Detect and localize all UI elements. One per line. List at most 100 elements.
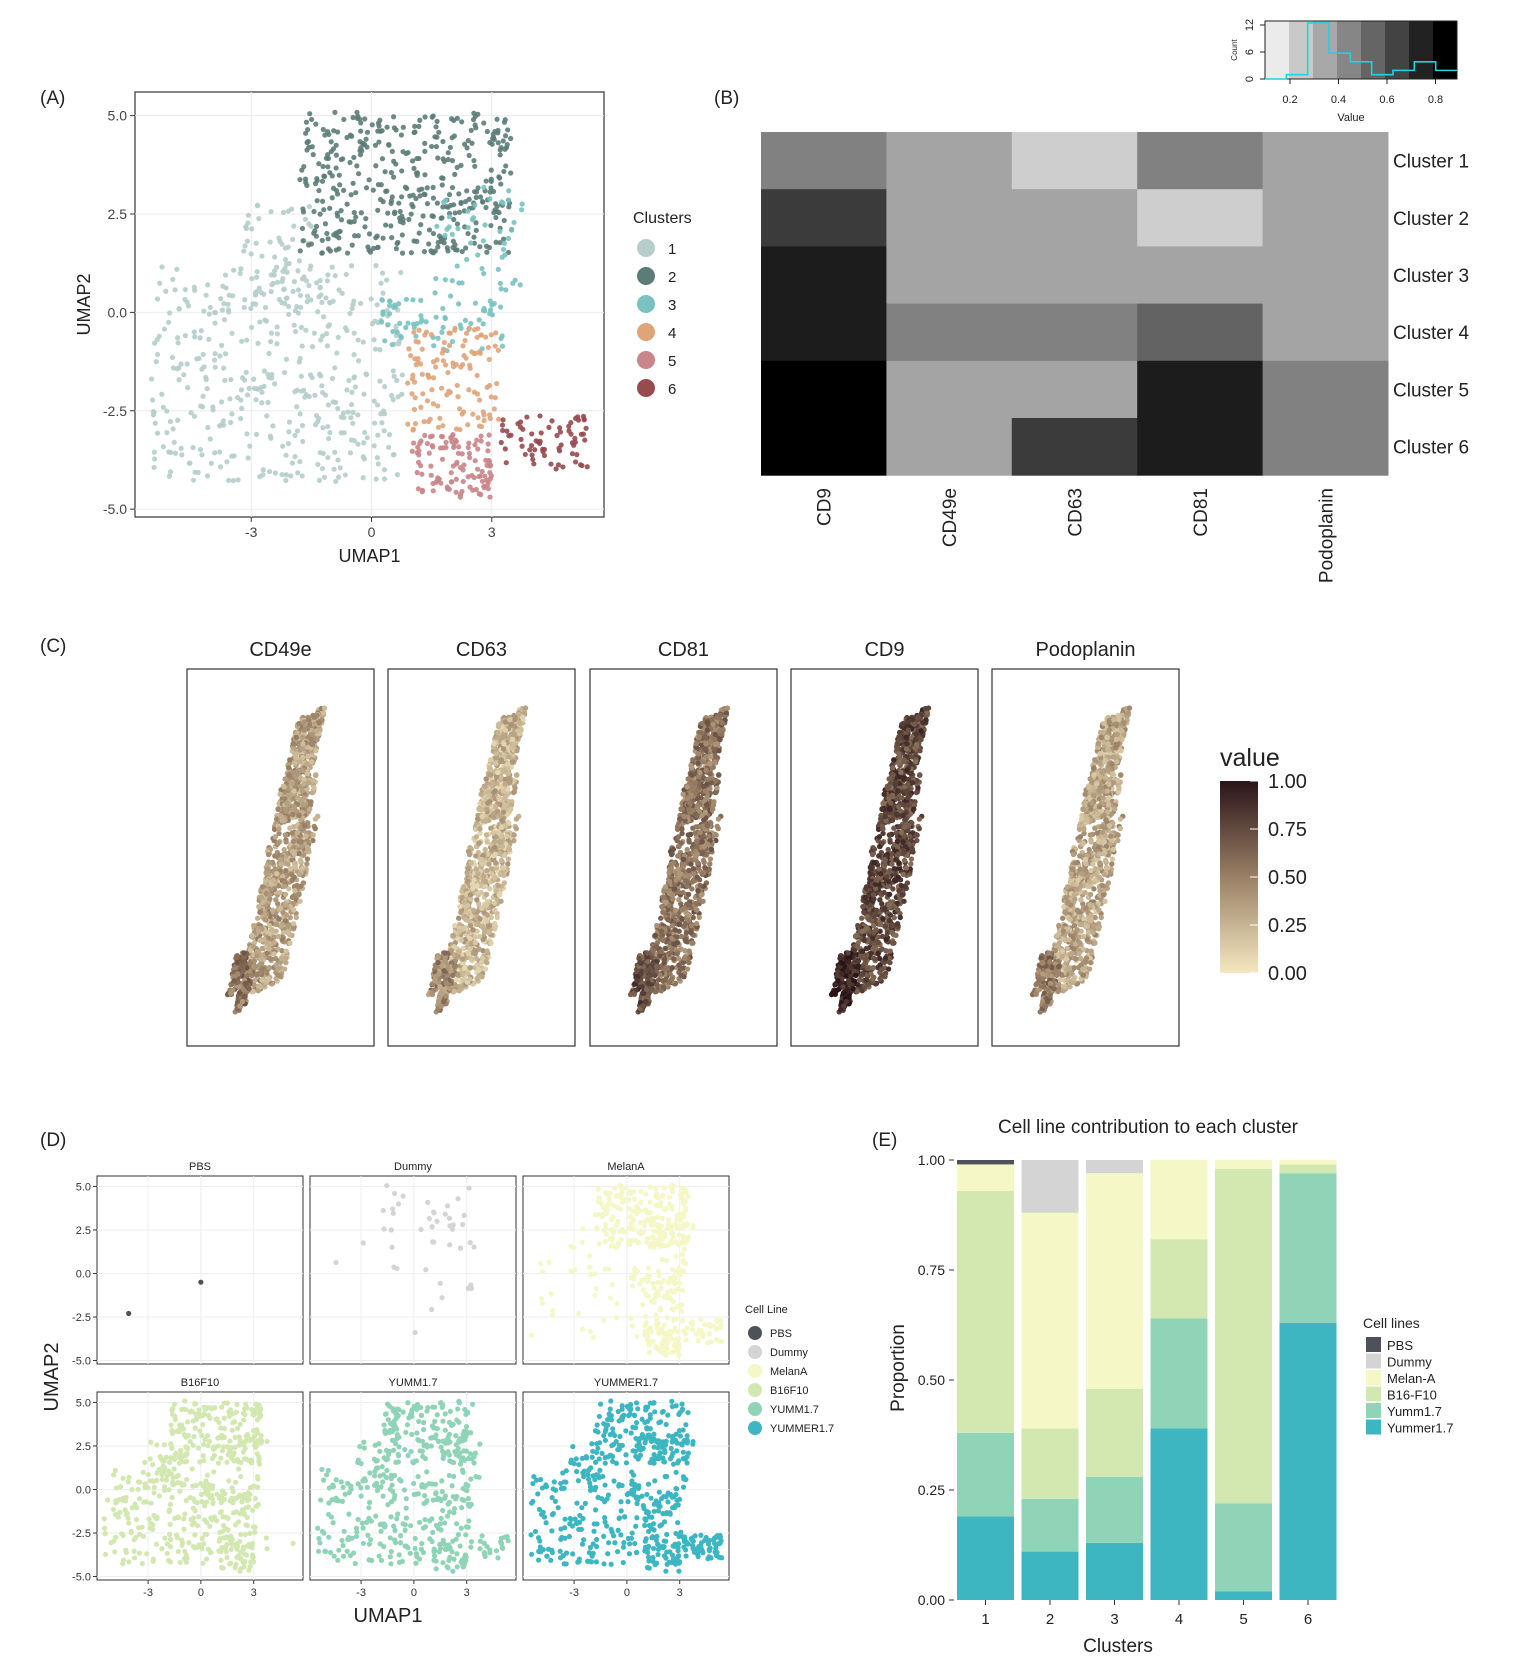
row-label: Cluster 6 (1393, 438, 1469, 459)
data-point (275, 933, 282, 940)
data-point (161, 326, 168, 332)
data-point (460, 467, 466, 473)
data-point (440, 305, 446, 312)
data-point (455, 226, 461, 232)
data-point (404, 380, 411, 386)
data-point (297, 248, 303, 254)
key-y-label: Count (1230, 39, 1239, 61)
data-point (449, 338, 456, 345)
data-point (289, 857, 295, 863)
data-point (478, 438, 484, 444)
data-point (286, 429, 292, 435)
data-point (292, 760, 298, 766)
key-y-tick-label: 6 (1244, 49, 1256, 55)
data-point (483, 917, 490, 924)
data-point (390, 328, 396, 335)
data-point (438, 235, 444, 241)
data-point (319, 237, 325, 243)
data-point (303, 119, 310, 125)
data-point (505, 861, 511, 867)
data-point (389, 148, 395, 154)
data-point (275, 946, 281, 952)
data-point (479, 923, 486, 929)
data-point (282, 917, 289, 924)
data-point (266, 892, 273, 898)
data-point (527, 447, 533, 453)
data-point (341, 116, 347, 123)
legend-label: 6 (668, 381, 676, 398)
data-point (490, 134, 497, 141)
data-point (459, 894, 465, 901)
data-point (239, 338, 245, 344)
data-point (449, 158, 456, 164)
data-point (253, 240, 259, 246)
data-point (381, 383, 388, 390)
heatmap-cell (1262, 132, 1389, 190)
data-point (344, 387, 350, 393)
data-point (389, 341, 395, 348)
row-label: Cluster 3 (1393, 266, 1469, 287)
data-point (470, 411, 476, 417)
data-point (486, 792, 493, 798)
data-point (439, 182, 445, 188)
data-point (478, 856, 485, 863)
data-point (286, 311, 292, 318)
data-point (471, 327, 478, 333)
data-point (277, 791, 283, 798)
data-point (374, 302, 380, 308)
data-point (394, 240, 400, 247)
legend-label: 2 (668, 269, 676, 286)
data-point (172, 450, 179, 456)
data-point (312, 825, 318, 832)
data-point (303, 833, 309, 839)
data-point (495, 140, 501, 146)
data-point (301, 274, 307, 280)
data-point (432, 248, 438, 254)
data-point (297, 857, 304, 864)
data-point (372, 346, 379, 352)
data-point (460, 343, 466, 349)
data-point (291, 322, 297, 328)
data-point (356, 171, 362, 177)
data-point (268, 209, 274, 215)
data-point (283, 452, 289, 458)
data-point (235, 477, 241, 483)
data-point (302, 216, 309, 222)
data-point (274, 324, 280, 330)
data-point (429, 443, 435, 449)
data-point (443, 980, 450, 987)
data-point (323, 331, 330, 337)
data-point (367, 249, 374, 255)
data-point (336, 287, 342, 293)
data-point (326, 435, 332, 442)
data-point (286, 303, 292, 310)
data-point (271, 951, 277, 957)
data-point (254, 202, 261, 208)
data-point (473, 220, 479, 226)
data-point (251, 922, 257, 929)
data-point (467, 964, 473, 971)
data-point (290, 811, 296, 818)
data-point (152, 456, 158, 462)
data-point (458, 909, 464, 916)
data-point (176, 306, 182, 312)
data-point (297, 176, 303, 183)
data-point (496, 892, 503, 898)
data-point (286, 886, 292, 892)
data-point (420, 391, 426, 397)
data-point (278, 955, 285, 961)
data-point (339, 290, 345, 296)
data-point (151, 464, 157, 471)
data-point (297, 459, 303, 465)
data-point (228, 419, 234, 426)
heatmap-cell (1011, 246, 1138, 305)
data-point (424, 440, 431, 447)
data-point (262, 304, 269, 311)
data-point (482, 473, 488, 479)
data-point (500, 138, 506, 144)
data-point (695, 760, 701, 766)
key-frame (1264, 20, 1458, 80)
data-point (279, 818, 285, 824)
data-point (472, 458, 478, 464)
data-point (479, 813, 485, 820)
